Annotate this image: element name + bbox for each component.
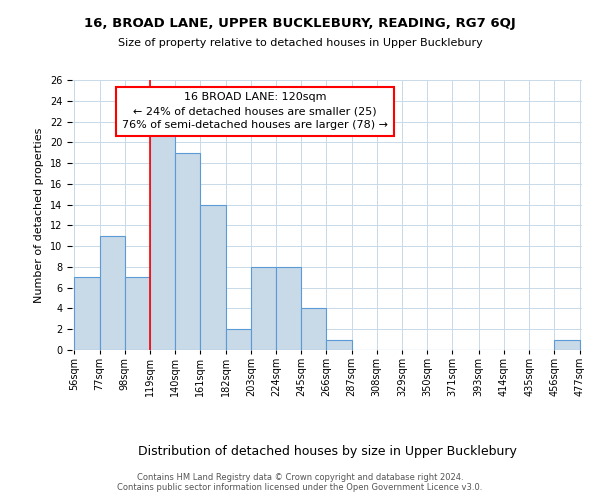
Bar xyxy=(150,122,175,350)
Text: Contains HM Land Registry data © Crown copyright and database right 2024.: Contains HM Land Registry data © Crown c… xyxy=(137,474,463,482)
Bar xyxy=(276,267,301,350)
Bar xyxy=(74,278,100,350)
Text: 16, BROAD LANE, UPPER BUCKLEBURY, READING, RG7 6QJ: 16, BROAD LANE, UPPER BUCKLEBURY, READIN… xyxy=(84,18,516,30)
Bar xyxy=(251,267,276,350)
Bar xyxy=(125,278,150,350)
Bar xyxy=(301,308,326,350)
Text: Size of property relative to detached houses in Upper Bucklebury: Size of property relative to detached ho… xyxy=(118,38,482,48)
Bar xyxy=(100,236,125,350)
Bar xyxy=(200,204,226,350)
Bar xyxy=(554,340,580,350)
Bar xyxy=(326,340,352,350)
Y-axis label: Number of detached properties: Number of detached properties xyxy=(34,128,44,302)
Bar xyxy=(175,152,200,350)
Bar xyxy=(226,329,251,350)
Text: 16 BROAD LANE: 120sqm
← 24% of detached houses are smaller (25)
76% of semi-deta: 16 BROAD LANE: 120sqm ← 24% of detached … xyxy=(122,92,388,130)
X-axis label: Distribution of detached houses by size in Upper Bucklebury: Distribution of detached houses by size … xyxy=(137,445,517,458)
Text: Contains public sector information licensed under the Open Government Licence v3: Contains public sector information licen… xyxy=(118,484,482,492)
